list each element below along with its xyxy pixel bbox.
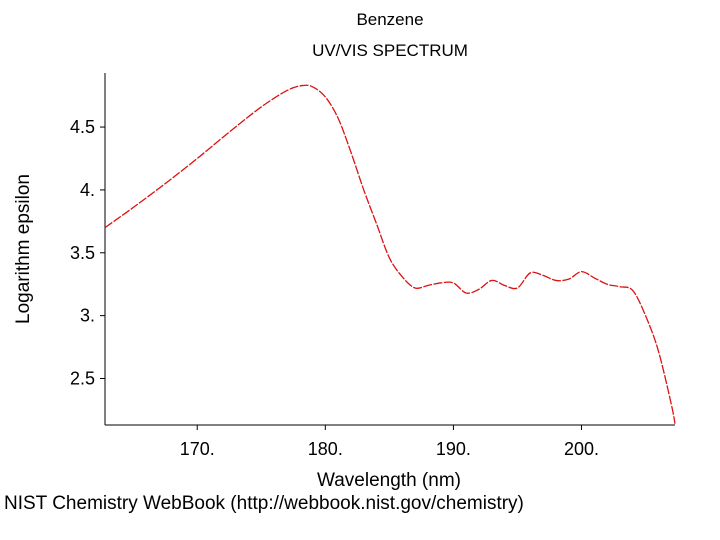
y-tick-label: 4.5	[70, 117, 95, 137]
x-tick-label: 190.	[436, 439, 471, 459]
x-tick-label: 170.	[180, 439, 215, 459]
chart-title: Benzene	[356, 10, 424, 29]
y-axis-label: Logarithm epsilon	[13, 174, 34, 324]
series-layer	[104, 84, 676, 424]
y-tick-label: 4.	[80, 180, 95, 200]
y-tick-label: 2.5	[70, 368, 95, 388]
plot-axes: 170. 180. 190. 200. 2.5 3. 3.5 4. 4.5	[70, 73, 675, 459]
x-tick-label: 180.	[308, 439, 343, 459]
source-credit: NIST Chemistry WebBook (http://webbook.n…	[4, 493, 524, 514]
y-tick-label: 3.5	[70, 243, 95, 263]
x-tick-label: 200.	[564, 439, 599, 459]
chart-subtitle: UV/VIS SPECTRUM	[312, 41, 468, 60]
x-axis-label: Wavelength (nm)	[317, 470, 461, 491]
y-tick-label: 3.	[80, 306, 95, 326]
series-line-benzene	[104, 84, 676, 424]
